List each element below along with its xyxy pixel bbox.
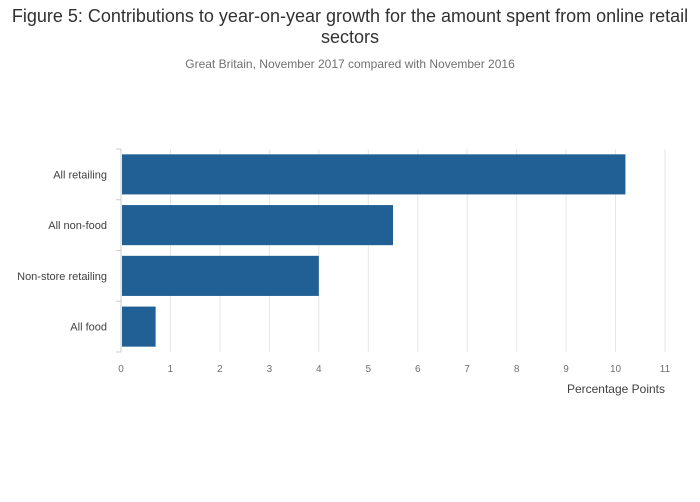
chart-subtitle: Great Britain, November 2017 compared wi…	[185, 57, 515, 71]
x-tick-label: 8	[514, 364, 520, 375]
x-axis-title: Percentage Points	[567, 382, 665, 396]
x-tick-label: 9	[563, 364, 569, 375]
x-tick-label: 1	[168, 364, 174, 375]
x-tick-label: 0	[118, 364, 124, 375]
x-tick-label: 7	[464, 364, 470, 375]
x-tick-label: 6	[415, 364, 421, 375]
x-tick-label: 4	[316, 364, 322, 375]
y-axis: All retailing All non-food Non-store retai…	[17, 148, 122, 353]
x-tick-label: 10	[610, 364, 622, 375]
bars	[122, 154, 626, 347]
x-tick-label: 11	[660, 364, 671, 375]
category-label: All food	[70, 322, 107, 334]
category-label: Non-store retailing	[17, 271, 107, 283]
bar[interactable]	[122, 306, 156, 347]
bar[interactable]	[122, 154, 626, 195]
x-axis: 0 1 2 3 4 5 6 7 8 9 10 11	[118, 364, 670, 375]
x-tick-label: 3	[267, 364, 273, 375]
category-label: All non-food	[48, 220, 107, 232]
x-tick-label: 5	[365, 364, 371, 375]
x-tick-label: 2	[217, 364, 223, 375]
bar[interactable]	[122, 255, 319, 296]
chart-title: Figure 5: Contributions to year-on-year …	[11, 6, 689, 47]
bar[interactable]	[122, 205, 393, 246]
category-label: All retailing	[53, 169, 107, 181]
